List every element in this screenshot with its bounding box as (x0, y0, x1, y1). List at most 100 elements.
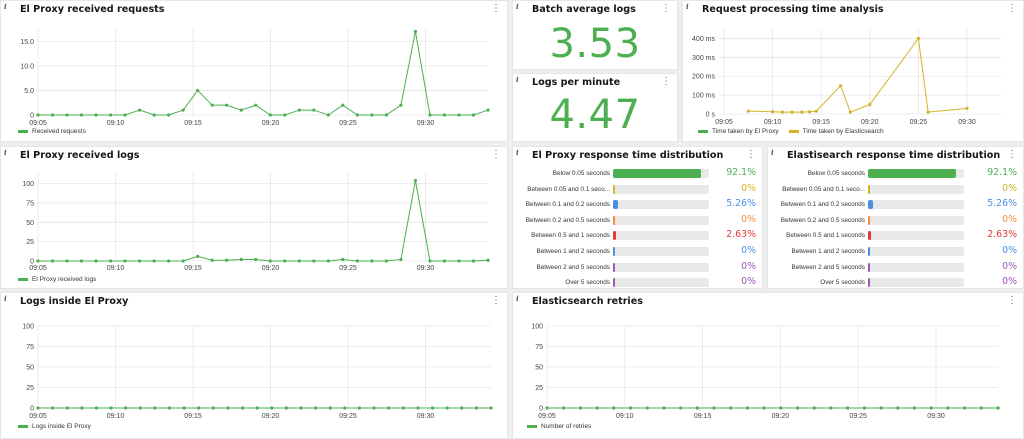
series-line (38, 180, 489, 262)
legend-item-el-proxy[interactable]: Time taken by El Proxy (698, 128, 779, 135)
overflow-menu-icon[interactable]: ⋮ (491, 3, 501, 14)
x-tick-label: 09:20 (262, 265, 280, 272)
data-point (416, 406, 420, 410)
distribution-bar-track (868, 231, 964, 241)
distribution-row: Below 0.05 seconds 92.1% (513, 167, 762, 183)
info-icon[interactable]: i (4, 2, 7, 11)
data-point (428, 259, 432, 263)
data-point (211, 406, 215, 410)
overflow-menu-icon[interactable]: ⋮ (491, 295, 501, 306)
received-requests-chart: 09:05 09:10 09:15 09:20 09:25 09:30 0 5.0 10.0 15… (20, 29, 490, 127)
info-icon[interactable]: i (686, 2, 689, 11)
data-point (210, 258, 214, 262)
distribution-row: Between 0.2 and 0.5 seconds 0% (768, 214, 1023, 230)
legend-item[interactable]: Number of retries (527, 423, 591, 430)
data-point (255, 406, 259, 410)
data-point (413, 178, 418, 183)
data-point (370, 259, 374, 263)
data-point (312, 108, 316, 112)
legend-item[interactable]: Received requests (18, 128, 86, 135)
data-point (283, 259, 287, 263)
x-tick-label: 09:30 (417, 265, 435, 272)
data-point (578, 406, 583, 410)
info-icon[interactable]: i (771, 148, 774, 157)
x-tick-label: 09:25 (849, 413, 867, 420)
x-tick-label: 09:30 (417, 120, 435, 127)
distribution-row: Between 1 and 2 seconds 0% (513, 245, 762, 261)
data-point (94, 406, 99, 410)
distribution-bar-fill (868, 262, 870, 272)
y-tick-label: 400 ms (692, 36, 715, 43)
data-point (36, 259, 40, 263)
info-icon[interactable]: i (4, 294, 7, 303)
legend-item[interactable]: Logs inside El Proxy (18, 423, 91, 430)
data-point (108, 259, 113, 263)
data-point (270, 406, 274, 410)
distribution-row: Between 0.1 and 0.2 seconds 5.26% (768, 198, 1023, 214)
overflow-menu-icon[interactable]: ⋮ (1007, 3, 1017, 14)
data-point (196, 88, 200, 93)
legend-label: Logs inside El Proxy (32, 423, 91, 430)
info-icon[interactable]: i (516, 294, 519, 303)
legend-item[interactable]: El Proxy received logs (18, 276, 96, 283)
data-point (612, 406, 616, 410)
distribution-bar-track (868, 200, 964, 210)
data-point (800, 110, 804, 114)
data-point (138, 406, 142, 410)
info-icon[interactable]: i (516, 75, 519, 84)
data-point (314, 406, 318, 410)
x-tick-label: 09:10 (616, 413, 634, 420)
data-point (181, 108, 185, 112)
x-tick-label: 09:10 (107, 265, 125, 272)
overflow-menu-icon[interactable]: ⋮ (661, 3, 671, 14)
y-tick-label: 25 (535, 385, 543, 392)
overflow-menu-icon[interactable]: ⋮ (746, 149, 756, 160)
data-point (628, 406, 633, 410)
distribution-value: 0% (1002, 276, 1017, 288)
distribution-value: 0% (741, 260, 756, 272)
panel-title: Batch average logs (532, 4, 636, 15)
distribution-label: Between 2 and 5 seconds (791, 263, 865, 271)
distribution-row: Between 0.2 and 0.5 seconds 0% (513, 214, 762, 230)
info-icon[interactable]: i (4, 148, 7, 157)
distribution-label: Between 1 and 2 seconds (536, 248, 610, 255)
data-point (372, 406, 376, 410)
info-icon[interactable]: i (516, 148, 519, 157)
data-point (268, 113, 272, 117)
legend-label: Number of retries (541, 423, 592, 430)
data-point (341, 103, 345, 107)
distribution-value: 0% (741, 245, 756, 256)
panel-logs-per-minute: i Logs per minute ⋮ 4.47 (512, 73, 678, 142)
distribution-bar-fill (613, 231, 616, 241)
distribution-label: Between 0.05 and 0.1 seco... (782, 185, 865, 193)
distribution-label: Between 0.5 and 1 seconds (531, 232, 610, 240)
distribution-bar-fill (613, 262, 615, 272)
data-point (239, 257, 243, 262)
distribution-label: Over 5 seconds (565, 279, 610, 287)
overflow-menu-icon[interactable]: ⋮ (661, 76, 671, 87)
info-icon[interactable]: i (516, 2, 519, 11)
y-tick-label: 15.0 (20, 39, 34, 46)
data-point (486, 108, 490, 112)
data-point (384, 259, 388, 263)
distribution-label: Between 0.05 and 0.1 seco... (527, 185, 610, 193)
panel-es-response-distribution: i Elastisearch response time distributio… (767, 146, 1024, 289)
data-point (108, 113, 113, 117)
y-tick-label: 100 (22, 324, 34, 331)
data-point (399, 103, 403, 107)
data-point (839, 84, 843, 88)
x-tick-label: 09:15 (184, 120, 202, 127)
overflow-menu-icon[interactable]: ⋮ (1007, 149, 1017, 160)
overflow-menu-icon[interactable]: ⋮ (491, 149, 501, 160)
x-tick-label: 09:05 (29, 413, 47, 420)
data-point (65, 406, 69, 410)
overflow-menu-icon[interactable]: ⋮ (1007, 295, 1017, 306)
data-point (254, 103, 258, 107)
data-point (965, 106, 969, 110)
distribution-value: 5.26% (987, 198, 1017, 210)
data-point (645, 406, 649, 410)
x-tick-label: 09:15 (812, 119, 830, 126)
legend-item-elasticsearch[interactable]: Time taken by Elasticsearch (788, 128, 884, 135)
distribution-bar-fill (613, 200, 619, 210)
legend-label: Received requests (32, 128, 86, 135)
